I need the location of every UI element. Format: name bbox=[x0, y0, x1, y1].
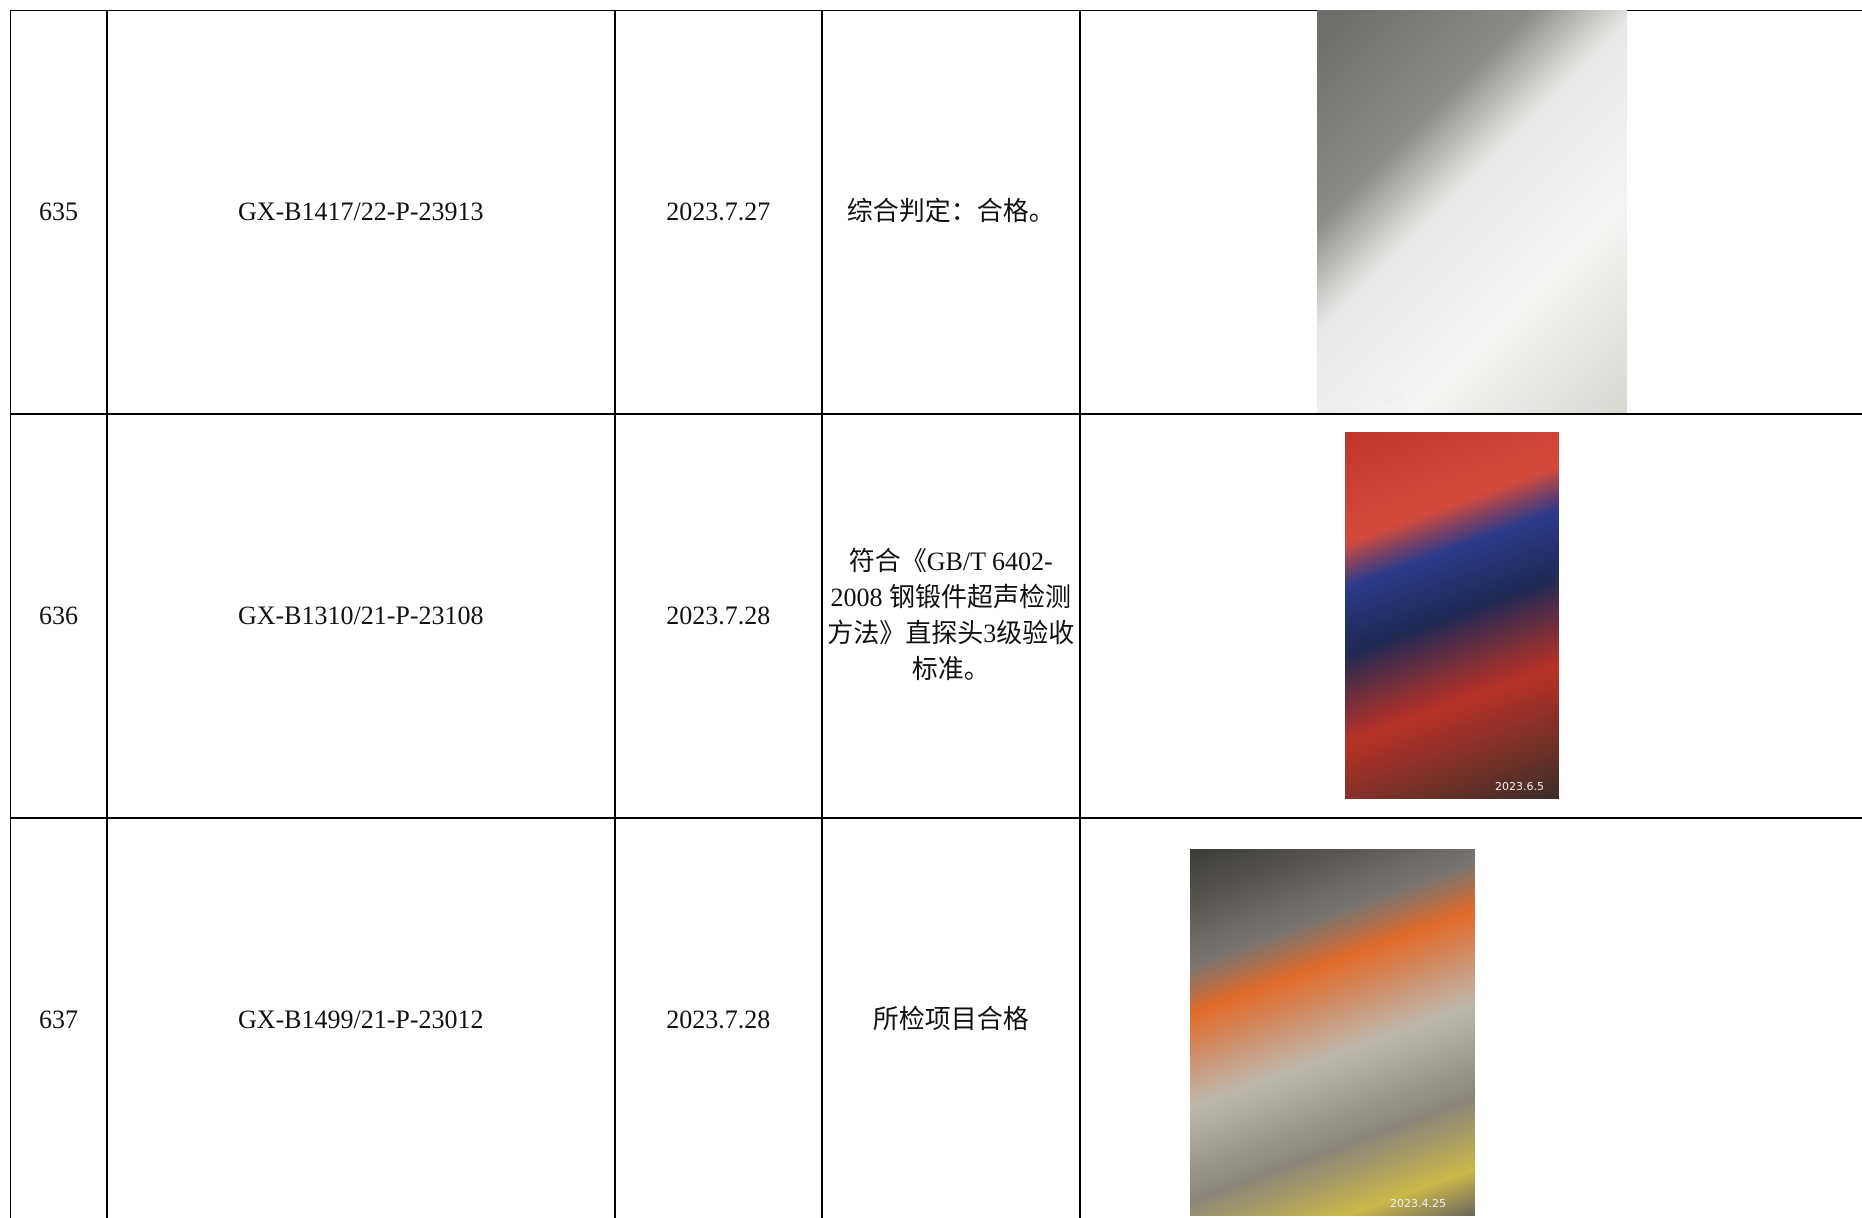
photo-date-stamp: 2023.6.5 bbox=[1495, 780, 1544, 793]
table-cell: 637 bbox=[9, 817, 108, 1218]
photo-cell bbox=[1079, 413, 1862, 819]
table-cell: 2023.7.28 bbox=[614, 817, 823, 1218]
photo: 2023.7.25 bbox=[1317, 9, 1627, 414]
photo-date-stamp: 2023.7.25 bbox=[1323, 388, 1405, 408]
photo: 2023.6.5 bbox=[1345, 432, 1559, 799]
table-cell: 2023.7.28 bbox=[614, 413, 823, 819]
table-cell: 636 bbox=[9, 413, 108, 819]
table-cell: 符合《GB/T 6402-2008 钢锻件超声检测方法》直探头3级验收标准。 bbox=[821, 413, 1081, 819]
table-cell: GX-B1310/21-P-23108 bbox=[106, 413, 616, 819]
table-cell: 635 bbox=[9, 9, 108, 415]
table-cell: GX-B1417/22-P-23913 bbox=[106, 9, 616, 415]
table-cell: 所检项目合格 bbox=[821, 817, 1081, 1218]
photo-cell bbox=[1079, 817, 1862, 1218]
table-cell: 综合判定：合格。 bbox=[821, 9, 1081, 415]
table-cell: GX-B1499/21-P-23012 bbox=[106, 817, 616, 1218]
table-cell: 2023.7.27 bbox=[614, 9, 823, 415]
photo: 2023.4.25 bbox=[1190, 849, 1475, 1216]
photo-date-stamp: 2023.4.25 bbox=[1390, 1197, 1446, 1210]
